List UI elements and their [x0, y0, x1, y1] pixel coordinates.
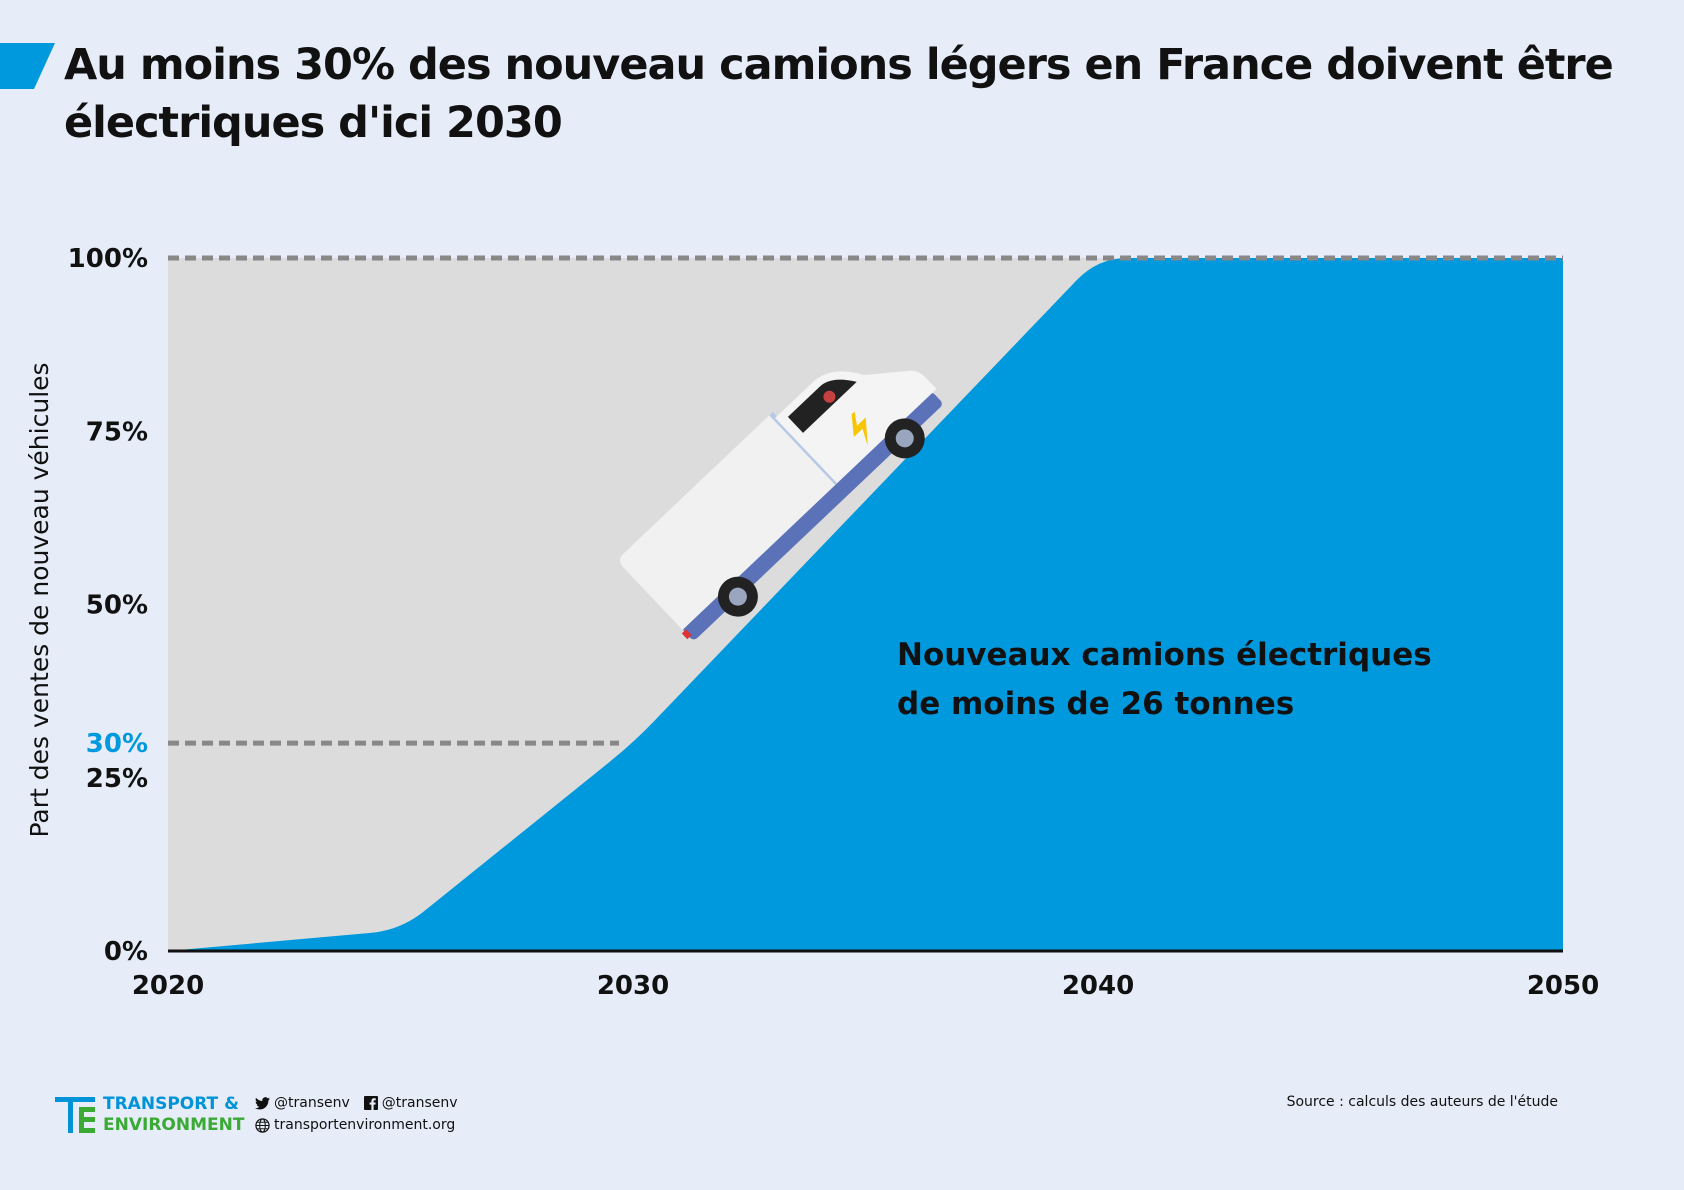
x-tick-label: 2040 — [1062, 971, 1134, 1001]
y-tick-label: 50% — [86, 591, 148, 621]
area-annotation-line2: de moins de 26 tonnes — [897, 686, 1294, 722]
y-tick-label: 0% — [104, 937, 148, 967]
area-chart: 2020 2030 2040 2050 0% 25% 50% 75% 100% 30% Part … — [25, 244, 1599, 1001]
van-tail-light — [681, 629, 692, 640]
y-tick-label-highlight: 30% — [86, 729, 148, 759]
social-links: @transenv @transenv transportenvironment… — [255, 1092, 458, 1136]
area-annotation-line1: Nouveaux camions électriques — [897, 637, 1432, 673]
lightning-bolt-icon — [851, 411, 868, 446]
y-tick-label: 100% — [68, 244, 148, 274]
globe-icon — [255, 1117, 270, 1133]
y-tick-label: 25% — [86, 764, 148, 794]
van-driver — [823, 390, 836, 403]
source-note: Source : calculs des auteurs de l'étude — [1286, 1094, 1558, 1110]
x-tick-label: 2030 — [597, 971, 669, 1001]
van-door-seam — [769, 411, 839, 485]
x-tick-label: 2020 — [132, 971, 204, 1001]
electric-van-illustration — [620, 370, 942, 640]
twitter-icon — [255, 1096, 270, 1109]
van-body-stripe — [683, 393, 942, 640]
website-link[interactable]: transportenvironment.org — [274, 1117, 456, 1133]
facebook-icon — [363, 1096, 378, 1110]
x-tick-label: 2050 — [1527, 971, 1599, 1001]
van-front-hub — [895, 429, 914, 448]
van-window — [787, 379, 857, 433]
logo-line1: TRANSPORT & — [103, 1094, 239, 1114]
van-rear-hub — [728, 587, 747, 606]
van-cargo-box — [620, 413, 838, 630]
y-axis-label: Part des ventes de nouveau véhicules — [25, 362, 54, 837]
te-logo-icon — [55, 1097, 95, 1133]
logo-line2: ENVIRONMENT — [103, 1115, 245, 1135]
area-series — [168, 258, 1563, 951]
te-logo: TRANSPORT & ENVIRONMENT — [55, 1094, 244, 1136]
twitter-handle[interactable]: @transenv — [274, 1095, 350, 1111]
facebook-handle[interactable]: @transenv — [381, 1095, 458, 1111]
y-tick-label: 75% — [86, 417, 148, 447]
page-title: Au moins 30% des nouveau camions légers … — [64, 40, 1614, 148]
accent-tab — [0, 43, 55, 89]
